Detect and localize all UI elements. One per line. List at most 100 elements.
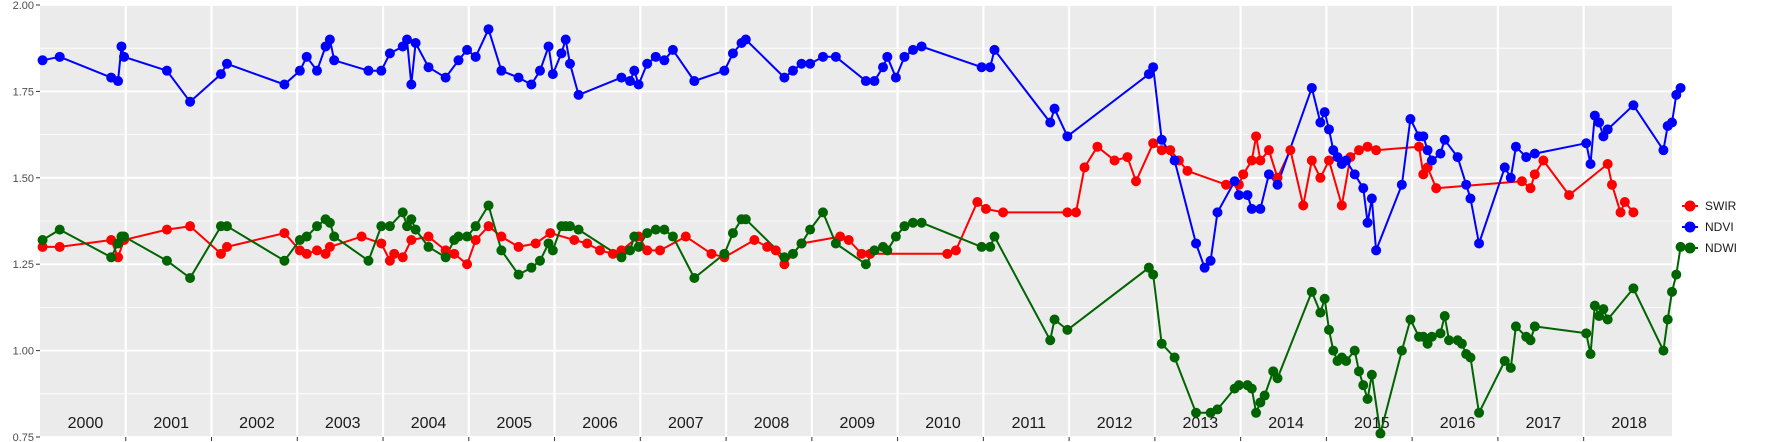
data-point-ndvi (1418, 131, 1429, 142)
data-point-ndwi (496, 245, 507, 256)
data-point-ndwi (642, 228, 653, 239)
data-point-ndwi (633, 241, 644, 252)
data-point-ndwi (1581, 328, 1592, 339)
data-point-swir (1238, 169, 1249, 180)
data-point-ndvi (1667, 117, 1677, 128)
data-point-ndvi (1474, 238, 1485, 249)
data-point-ndwi (976, 241, 987, 252)
data-point-ndwi (796, 238, 807, 249)
y-tick-label: 1.50 (13, 173, 34, 185)
data-point-swir (569, 235, 580, 246)
data-point-ndvi (1233, 190, 1244, 201)
data-point-ndwi (1045, 335, 1056, 346)
year-label: 2004 (411, 415, 447, 432)
data-point-swir (545, 228, 556, 239)
data-point-swir (1079, 162, 1090, 173)
data-point-ndvi (633, 79, 644, 90)
data-point-ndvi (1062, 131, 1073, 142)
data-point-swir (1414, 141, 1425, 152)
data-point-ndvi (1529, 148, 1540, 159)
data-point-ndwi (462, 231, 473, 242)
data-point-ndwi (830, 238, 841, 249)
data-point-swir (1525, 183, 1536, 194)
year-label: 2006 (582, 415, 618, 432)
data-point-ndwi (440, 252, 451, 263)
data-point-ndwi (817, 207, 828, 218)
year-label: 2013 (1183, 415, 1219, 432)
data-point-swir (1109, 155, 1120, 166)
data-point-swir (54, 241, 65, 252)
data-point-ndvi (1461, 179, 1472, 190)
data-point-ndvi (496, 65, 507, 76)
data-point-ndvi (860, 76, 871, 87)
year-label: 2017 (1526, 415, 1562, 432)
data-point-ndwi (616, 252, 627, 263)
data-point-swir (483, 221, 494, 232)
data-point-swir (324, 241, 335, 252)
data-point-ndwi (860, 259, 871, 270)
data-point-swir (749, 235, 760, 246)
data-point-swir (185, 221, 196, 232)
data-point-swir (470, 235, 481, 246)
data-point-ndvi (878, 62, 889, 73)
data-point-ndwi (1328, 345, 1339, 356)
data-point-ndvi (440, 72, 451, 83)
data-point-ndvi (1191, 238, 1202, 249)
data-point-swir (706, 248, 717, 259)
y-tick-label: 2.00 (13, 0, 34, 12)
data-point-ndwi (1366, 369, 1377, 380)
data-point-swir (655, 245, 666, 256)
data-point-ndvi (1658, 145, 1669, 156)
data-point-ndwi (547, 245, 558, 256)
data-point-swir (1062, 207, 1073, 218)
data-point-swir (980, 203, 991, 214)
data-point-swir (423, 231, 434, 242)
year-label: 2011 (1012, 415, 1047, 432)
data-point-swir (1251, 131, 1262, 142)
data-point-ndvi (989, 44, 1000, 55)
data-point-ndvi (1148, 62, 1159, 73)
data-point-swir (942, 248, 953, 259)
data-point-ndvi (650, 51, 661, 62)
data-point-ndvi (1585, 158, 1596, 169)
data-point-ndwi (1598, 304, 1609, 315)
data-point-ndvi (1341, 155, 1352, 166)
data-point-ndvi (787, 65, 798, 76)
data-point-swir (161, 224, 172, 235)
data-point-swir (1619, 196, 1630, 207)
data-point-ndvi (1199, 262, 1210, 273)
data-point-ndvi (185, 96, 196, 107)
data-point-ndwi (1156, 338, 1167, 349)
data-point-ndwi (1667, 286, 1677, 297)
data-point-ndvi (1212, 207, 1223, 218)
data-point-ndwi (869, 245, 880, 256)
data-point-ndwi (1191, 407, 1202, 418)
data-point-swir (998, 207, 1009, 218)
data-point-swir (950, 245, 961, 256)
data-point-ndvi (1272, 179, 1283, 190)
data-point-ndvi (890, 72, 901, 83)
data-point-ndwi (119, 231, 130, 242)
data-point-swir (215, 248, 226, 259)
data-point-ndvi (547, 69, 558, 80)
data-point-ndvi (1156, 134, 1167, 145)
data-point-ndwi (1439, 311, 1450, 322)
data-point-ndwi (526, 262, 537, 273)
data-point-ndvi (1323, 124, 1334, 135)
data-point-swir (462, 259, 473, 270)
data-point-ndvi (113, 76, 124, 87)
data-point-ndwi (406, 214, 417, 225)
y-tick-label: 1.75 (13, 86, 34, 98)
data-point-swir (1323, 155, 1334, 166)
data-point-ndwi (376, 221, 387, 232)
data-point-ndvi (1581, 138, 1592, 149)
data-point-swir (221, 241, 232, 252)
data-point-ndvi (1465, 193, 1476, 204)
data-point-ndwi (1510, 321, 1521, 332)
data-point-ndwi (1456, 338, 1467, 349)
data-point-ndwi (1212, 404, 1223, 415)
year-labels: 2000 2001 2002 2003 2004 2005 2006 2007 2008 2009… (68, 415, 1647, 432)
data-point-swir (530, 238, 541, 249)
data-point-ndvi (161, 65, 172, 76)
data-point-ndvi (423, 62, 434, 73)
